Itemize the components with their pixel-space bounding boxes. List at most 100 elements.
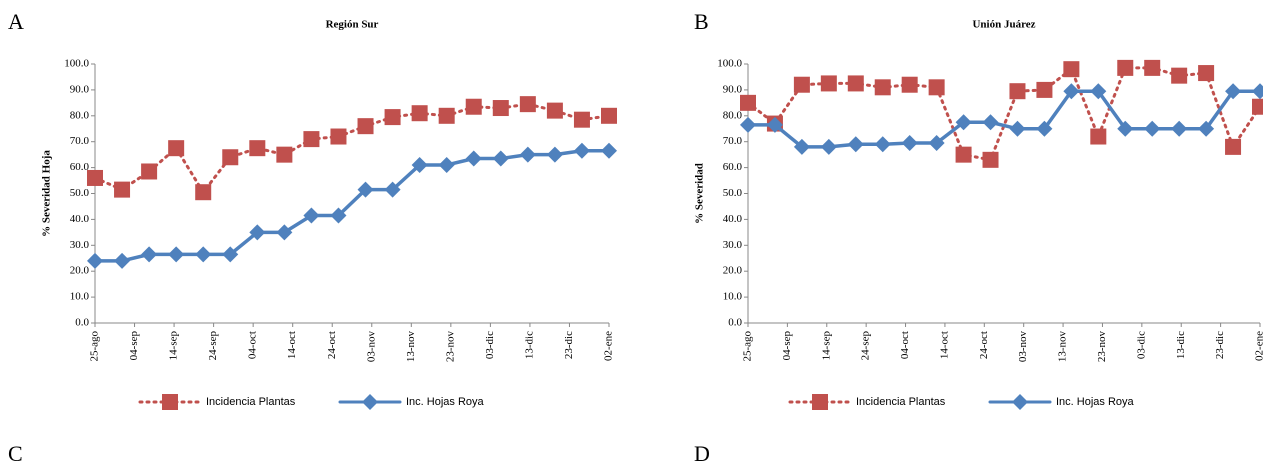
- marker: [492, 150, 509, 167]
- y-tick-label: 100.0: [717, 58, 742, 70]
- x-tick-label: 13-nov: [405, 331, 417, 363]
- x-tick-label: 04-oct: [899, 331, 911, 359]
- y-tick-label: 30.0: [70, 239, 90, 251]
- x-tick-label: 02-ene: [603, 331, 615, 361]
- x-tick-label: 13-dic: [523, 331, 535, 359]
- marker: [330, 128, 347, 145]
- legend-label: Incidencia Plantas: [856, 396, 946, 408]
- y-tick-label: 20.0: [70, 265, 90, 277]
- marker: [168, 246, 185, 263]
- marker: [384, 181, 401, 198]
- y-tick-label: 100.0: [64, 58, 89, 70]
- panel-label: B: [694, 9, 709, 34]
- y-tick-label: 10.0: [723, 291, 743, 303]
- marker: [820, 75, 837, 92]
- marker: [195, 246, 212, 263]
- marker: [901, 76, 918, 93]
- y-tick-label: 40.0: [70, 213, 90, 225]
- y-tick-label: 80.0: [70, 109, 90, 121]
- y-tick-label: 80.0: [723, 109, 743, 121]
- marker: [1117, 120, 1134, 137]
- marker: [438, 157, 455, 174]
- marker: [1252, 98, 1263, 115]
- marker: [1036, 81, 1053, 98]
- marker: [1009, 120, 1026, 137]
- marker: [1090, 128, 1107, 145]
- x-tick-label: 14-sep: [168, 331, 180, 361]
- marker: [303, 207, 320, 224]
- marker: [249, 224, 266, 241]
- marker: [601, 142, 617, 159]
- marker: [87, 252, 103, 269]
- marker: [492, 100, 509, 117]
- marker: [601, 107, 617, 124]
- x-tick-label: 03-nov: [1017, 331, 1029, 363]
- marker: [847, 136, 864, 153]
- marker: [330, 207, 347, 224]
- marker: [357, 181, 374, 198]
- marker: [1117, 59, 1134, 76]
- marker: [222, 246, 239, 263]
- x-tick-label: 03-dic: [484, 331, 496, 359]
- marker: [874, 79, 891, 96]
- y-tick-label: 50.0: [70, 187, 90, 199]
- panel-label: A: [8, 9, 24, 34]
- y-tick-label: 60.0: [70, 161, 90, 173]
- marker: [141, 163, 158, 180]
- x-tick-label: 13-nov: [1057, 331, 1069, 363]
- x-tick-label: 03-nov: [365, 331, 377, 363]
- x-tick-label: 24-sep: [860, 331, 872, 361]
- x-tick-label: 24-oct: [326, 331, 338, 359]
- marker: [276, 146, 293, 163]
- x-tick-label: 04-oct: [247, 331, 259, 359]
- y-tick-label: 90.0: [723, 83, 743, 95]
- x-tick-label: 23-dic: [1214, 331, 1226, 359]
- x-tick-label: 23-nov: [1096, 331, 1108, 363]
- panel-label: D: [694, 441, 710, 466]
- x-tick-label: 04-sep: [128, 331, 140, 361]
- marker: [249, 140, 266, 157]
- marker: [141, 246, 158, 263]
- marker: [955, 146, 972, 163]
- chart-title: Región Sur: [326, 19, 379, 31]
- marker: [438, 107, 455, 124]
- marker: [573, 142, 590, 159]
- legend-label: Inc. Hojas Roya: [406, 396, 485, 408]
- marker: [195, 184, 212, 201]
- legend-marker: [1012, 394, 1028, 410]
- marker: [87, 169, 103, 186]
- legend-marker: [162, 394, 178, 410]
- chart-title: Unión Juárez: [972, 19, 1035, 31]
- marker: [955, 114, 972, 131]
- x-tick-label: 03-dic: [1135, 331, 1147, 359]
- x-tick-label: 23-dic: [563, 331, 575, 359]
- marker: [1171, 67, 1188, 84]
- panel-label: C: [8, 441, 23, 466]
- marker: [982, 114, 999, 131]
- marker: [766, 116, 783, 133]
- marker: [1225, 138, 1242, 155]
- x-tick-label: 13-dic: [1175, 331, 1187, 359]
- marker: [519, 146, 536, 163]
- marker: [1090, 83, 1107, 100]
- marker: [411, 157, 428, 174]
- marker: [114, 181, 131, 198]
- marker: [847, 75, 864, 92]
- marker: [740, 116, 756, 133]
- x-tick-label: 14-oct: [286, 331, 298, 359]
- marker: [1063, 83, 1080, 100]
- marker: [114, 252, 131, 269]
- marker: [411, 105, 428, 122]
- y-axis-label: % Severidad Hoja: [41, 150, 53, 237]
- y-tick-label: 40.0: [723, 213, 743, 225]
- y-tick-label: 90.0: [70, 83, 90, 95]
- x-tick-label: 25-ago: [742, 331, 754, 362]
- marker: [1171, 120, 1188, 137]
- marker: [573, 111, 590, 128]
- legend-label: Incidencia Plantas: [206, 396, 296, 408]
- marker: [519, 96, 536, 113]
- marker: [901, 134, 918, 151]
- marker: [793, 138, 810, 155]
- marker: [793, 76, 810, 93]
